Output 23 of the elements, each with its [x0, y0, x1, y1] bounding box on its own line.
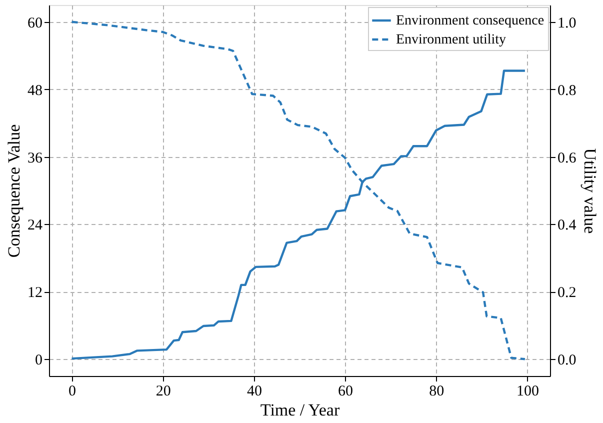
y-tick-label: 60	[28, 15, 42, 32]
x-tick-label: 20	[156, 384, 171, 400]
y-tick-label: 0	[35, 352, 42, 369]
y2-tick-label: 0.4	[558, 218, 577, 234]
y2-tick-label: 0.6	[558, 150, 577, 166]
legend-label: Environment consequence	[396, 14, 544, 28]
y2-tick-label: 1.0	[558, 15, 576, 32]
legend-label: Environment utility	[396, 32, 506, 48]
y2-tick-label: 0.2	[558, 285, 576, 302]
y-tick-label: 12	[28, 285, 42, 302]
y2-tick-label: 0.0	[558, 352, 576, 369]
y-tick-label: 24	[28, 218, 43, 234]
y-tick-label: 36	[28, 150, 43, 166]
x-tick-label: 100	[516, 384, 539, 400]
y2-tick-label: 0.8	[558, 82, 576, 99]
x-tick-label: 0	[68, 384, 76, 400]
x-tick-label: 40	[246, 384, 262, 400]
y-axis-title: Consequence Value	[4, 124, 24, 258]
x-tick-label: 80	[429, 384, 444, 400]
y2-axis-title: Utility value	[580, 148, 600, 234]
y-tick-label: 48	[28, 82, 42, 99]
x-axis-title: Time / Year	[260, 400, 340, 420]
x-tick-label: 60	[338, 384, 354, 400]
